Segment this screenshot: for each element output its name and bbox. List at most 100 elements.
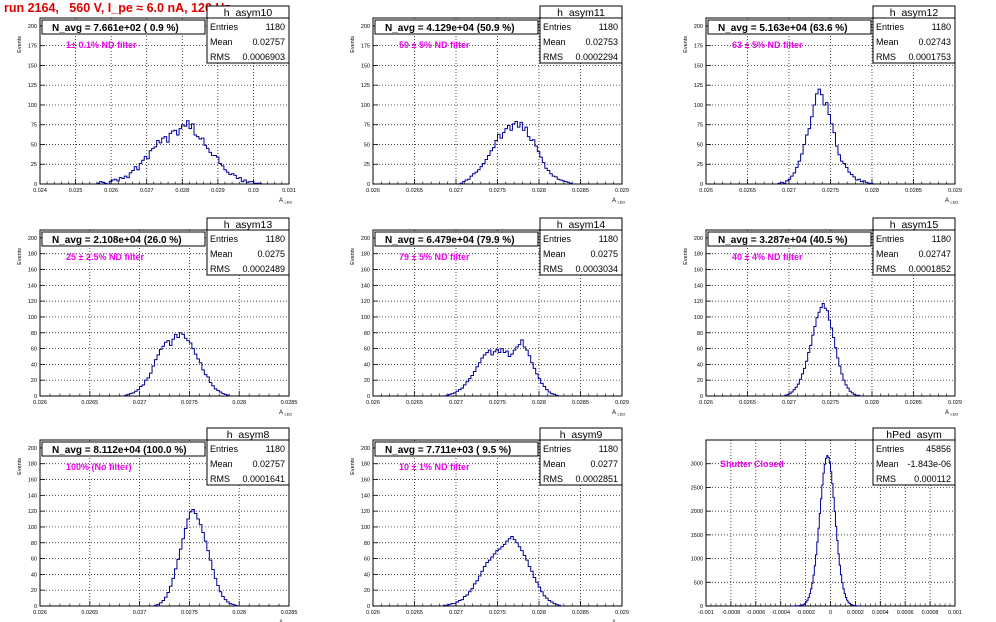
x-tick-label: 0.027 xyxy=(449,400,463,406)
y-tick-label: 80 xyxy=(31,331,37,337)
stats-label: Mean xyxy=(543,459,566,469)
stats-label: Entries xyxy=(543,234,572,244)
stats-box-title: h_asym12 xyxy=(890,7,939,19)
stats-label: RMS xyxy=(876,52,896,62)
filter-annotation: 10 ± 1% ND filter xyxy=(399,462,470,472)
x-tick-label: 0.028 xyxy=(232,610,246,616)
x-tick-label: 0.027 xyxy=(133,610,147,616)
y-tick-label: 200 xyxy=(694,236,703,242)
x-tick-label: 0.0004 xyxy=(872,610,889,616)
stats-box xyxy=(206,17,290,64)
histogram-line xyxy=(154,509,238,606)
x-tick-label: 0.029 xyxy=(948,188,962,194)
y-tick-label: 0 xyxy=(367,604,370,610)
y-tick-label: 160 xyxy=(28,478,37,484)
stats-label: Entries xyxy=(543,444,572,454)
stats-label: Entries xyxy=(876,234,905,244)
x-tick-label: 0.0285 xyxy=(572,188,589,194)
y-tick-label: 180 xyxy=(28,252,37,258)
y-axis-label: Events xyxy=(350,36,356,53)
x-tick-label: 0.0275 xyxy=(489,188,506,194)
plot-title: N_avg = 3.287e+04 (40.5 %) xyxy=(718,235,848,246)
title-box xyxy=(41,441,206,457)
histogram-line xyxy=(124,332,230,396)
stats-label: Mean xyxy=(543,249,566,259)
stats-label: Mean xyxy=(210,37,233,47)
stats-value: 0.0275 xyxy=(590,249,618,259)
stats-value: -1.843e-06 xyxy=(907,459,951,469)
histogram-panel-h_asym15: 0.026 0.0265 0.027 0.0275 0.028 0.0285 0.029 0 2… xyxy=(683,217,962,417)
stats-value: 0.000112 xyxy=(914,474,951,484)
x-tick-label: 0.0275 xyxy=(181,610,198,616)
x-tick-label: 0.024 xyxy=(33,188,47,194)
y-tick-label: 500 xyxy=(694,580,703,586)
x-tick-label: 0.027 xyxy=(782,188,796,194)
stats-label: Mean xyxy=(876,459,899,469)
stats-label: Entries xyxy=(210,444,239,454)
stats-box-title: h_asym15 xyxy=(890,219,939,231)
y-tick-label: 80 xyxy=(31,541,37,547)
stats-value: 1180 xyxy=(266,234,285,244)
x-tick-label: 0.0002 xyxy=(847,610,864,616)
x-tick-label: 0.0275 xyxy=(489,400,506,406)
x-tick-label: 0.028 xyxy=(232,400,246,406)
x-tick-label: 0.026 xyxy=(33,610,47,616)
x-tick-label: 0.028 xyxy=(865,188,879,194)
x-tick-label: -0.0008 xyxy=(722,610,741,616)
y-tick-label: 1000 xyxy=(691,557,703,563)
title-box xyxy=(41,19,206,35)
x-tick-label: 0 xyxy=(829,610,832,616)
stats-box-title: hPed_asym xyxy=(886,429,942,441)
stats-label: RMS xyxy=(543,474,563,484)
y-tick-label: 50 xyxy=(364,142,370,148)
stats-value: 0.0001852 xyxy=(908,264,951,274)
y-tick-label: 180 xyxy=(361,252,370,258)
stats-box xyxy=(206,229,290,276)
y-tick-label: 150 xyxy=(361,63,370,69)
y-tick-label: 175 xyxy=(694,44,703,50)
y-tick-label: 2500 xyxy=(691,485,703,491)
y-tick-label: 40 xyxy=(697,362,703,368)
histogram-panel-h_asym14: 0.026 0.0265 0.027 0.0275 0.028 0.0285 0.029 0 2… xyxy=(350,217,629,417)
filter-annotation: 63 ± 5% ND filter xyxy=(732,40,803,50)
stats-box xyxy=(872,17,956,64)
stats-value: 1180 xyxy=(599,22,618,32)
x-tick-label: 0.028 xyxy=(865,400,879,406)
y-tick-label: 100 xyxy=(694,315,703,321)
y-axis-label: Events xyxy=(683,36,689,53)
stats-box xyxy=(872,439,956,486)
stats-box xyxy=(539,439,623,486)
x-tick-label: -0.001 xyxy=(698,610,714,616)
y-tick-label: 140 xyxy=(28,493,37,499)
stats-value: 0.0001753 xyxy=(908,52,951,62)
x-tick-label: 0.0285 xyxy=(572,610,589,616)
histogram-line xyxy=(792,455,863,607)
y-tick-label: 180 xyxy=(28,462,37,468)
stats-label: Mean xyxy=(543,37,566,47)
y-tick-label: 160 xyxy=(28,268,37,274)
stats-value: 0.02757 xyxy=(252,37,285,47)
x-tick-label: 0.026 xyxy=(366,400,380,406)
x-tick-label: 0.029 xyxy=(211,188,225,194)
stats-value: 0.0277 xyxy=(590,459,618,469)
y-tick-label: 3000 xyxy=(691,462,703,468)
x-tick-label: 0.0265 xyxy=(406,188,423,194)
y-tick-label: 200 xyxy=(28,236,37,242)
y-axis-label: Events xyxy=(17,458,23,475)
x-tick-label: 0.028 xyxy=(532,400,546,406)
filter-annotation: 1± 0.1% ND filter xyxy=(66,40,137,50)
histogram-line xyxy=(96,120,262,185)
x-tick-label: 0.028 xyxy=(532,188,546,194)
y-tick-label: 120 xyxy=(361,509,370,515)
stats-box-title: h_asym11 xyxy=(557,7,605,19)
stats-box-title: h_asym13 xyxy=(224,219,273,231)
x-tick-label: 0.026 xyxy=(366,188,380,194)
y-axis-label: Events xyxy=(17,248,23,265)
title-box xyxy=(41,231,206,247)
y-tick-label: 100 xyxy=(694,103,703,109)
plot-title: N_avg = 8.112e+04 (100.0 %) xyxy=(52,445,187,456)
stats-value: 0.0003034 xyxy=(575,264,618,274)
